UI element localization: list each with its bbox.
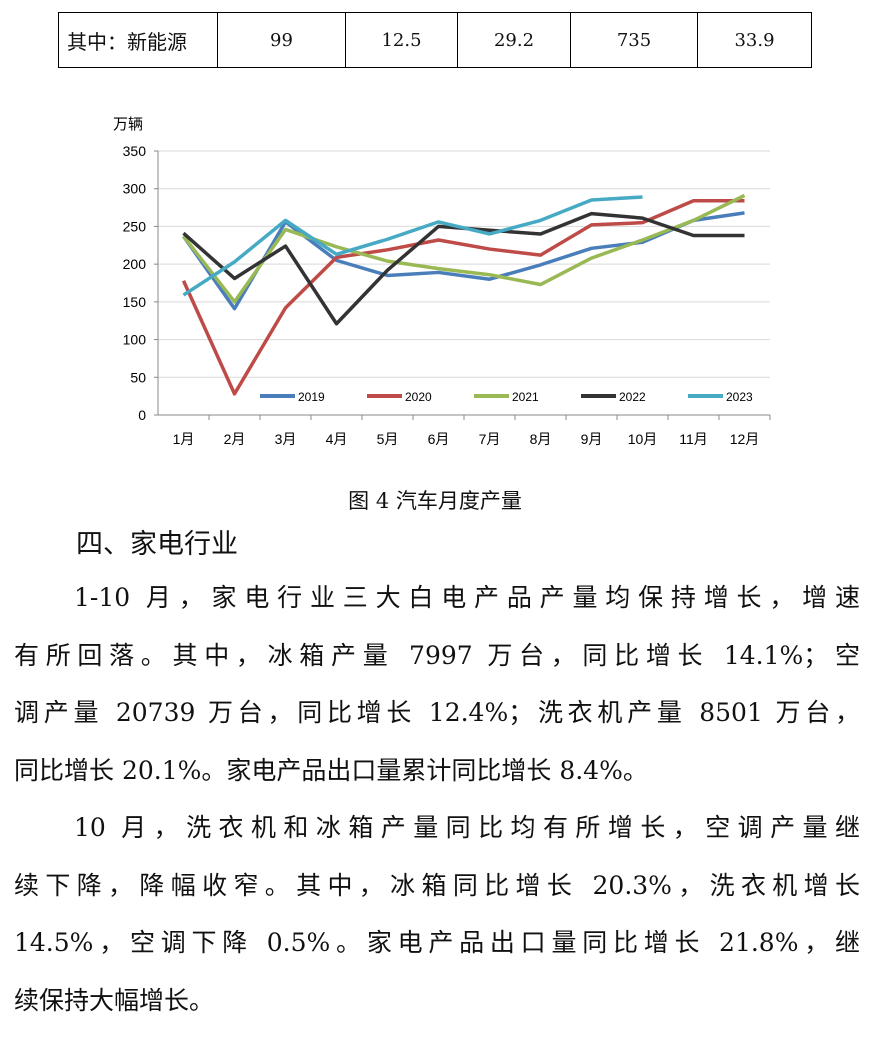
- line-chart: 万辆 0 50 100 150 200 250 300 350 1月 2月 3月 4月 5月 6月 7月 8月 9…: [113, 116, 771, 447]
- table-cell: 29.2: [457, 12, 571, 68]
- y-tick-label: 300: [123, 181, 147, 197]
- y-tick-label: 250: [123, 218, 147, 234]
- x-tick-label: 10月: [628, 431, 658, 447]
- x-tick-label: 11月: [679, 431, 708, 447]
- table-cell: 735: [570, 12, 698, 68]
- legend-label: 2021: [512, 390, 539, 404]
- y-tick-label: 150: [123, 294, 147, 310]
- figure-caption: 图 4 汽车月度产量: [348, 489, 522, 513]
- text-line: 1-10 月，家电行业三大白电产品产量均保持增长，增速: [74, 583, 860, 612]
- series-line-2023: [182, 195, 643, 297]
- text-line: 续下降，降幅收窄。其中，冰箱同比增长 20.3%，洗衣机增长: [14, 870, 860, 900]
- series-line-2020: [181, 199, 745, 396]
- x-tick-label: 5月: [377, 431, 399, 447]
- series-line-2021: [182, 193, 746, 304]
- table-cell: 99: [217, 12, 346, 68]
- row-label: 其中：新能源: [58, 12, 218, 68]
- section-heading: 四、家电行业: [76, 529, 238, 560]
- x-tick-label: 8月: [530, 431, 552, 447]
- text-line: 有所回落。其中，冰箱产量 7997 万台，同比增长 14.1%；空: [14, 640, 860, 670]
- x-tick-label: 3月: [275, 431, 297, 447]
- text-line: 续保持大幅增长。: [14, 985, 215, 1015]
- paragraph-2: 10 月，洗衣机和冰箱产量同比均有所增长，空调产量继 续下降，降幅收窄。其中，冰…: [14, 799, 860, 1029]
- paragraph-1: 1-10 月，家电行业三大白电产品产量均保持增长，增速 有所回落。其中，冰箱产量…: [14, 569, 860, 799]
- legend-label: 2022: [619, 390, 646, 404]
- data-table: 其中：新能源 99 12.5 29.2 735 33.9: [58, 12, 812, 68]
- x-tick-label: 6月: [428, 431, 450, 447]
- x-tick-label: 12月: [730, 431, 760, 447]
- series-line-2019: [182, 211, 745, 311]
- x-tick-label: 1月: [173, 431, 195, 447]
- text-line: 10 月，洗衣机和冰箱产量同比均有所增长，空调产量继: [74, 813, 860, 842]
- y-tick-label: 350: [123, 143, 147, 159]
- x-tick-label: 4月: [326, 431, 348, 447]
- legend-label: 2019: [298, 390, 325, 404]
- legend-label: 2020: [405, 390, 432, 404]
- table-cell: 33.9: [697, 12, 812, 68]
- y-tick-label: 200: [123, 256, 147, 272]
- table-row: 其中：新能源 99 12.5 29.2 735 33.9: [58, 12, 812, 68]
- x-tick-label: 2月: [224, 431, 246, 447]
- text-line: 同比增长 20.1%。家电产品出口量累计同比增长 8.4%。: [14, 755, 648, 785]
- y-tick-label: 100: [123, 332, 147, 348]
- legend-label: 2023: [726, 390, 753, 404]
- y-axis-label: 万辆: [113, 116, 143, 133]
- text-line: 调产量 20739 万台，同比增长 12.4%；洗衣机产量 8501 万台，: [14, 698, 860, 727]
- series-line-2022: [182, 211, 745, 326]
- text-line: 14.5%，空调下降 0.5%。家电产品出口量同比增长 21.8%，继: [14, 928, 860, 957]
- x-tick-label: 7月: [479, 431, 501, 447]
- y-tick-label: 50: [130, 369, 146, 385]
- x-tick-label: 9月: [581, 431, 603, 447]
- table-cell: 12.5: [345, 12, 458, 68]
- y-tick-label: 0: [138, 407, 146, 423]
